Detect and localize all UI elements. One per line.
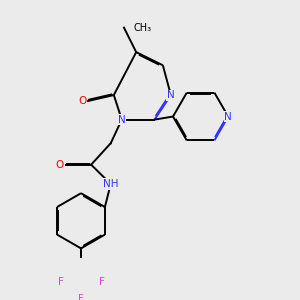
Text: F: F bbox=[99, 277, 104, 286]
Text: N: N bbox=[118, 115, 126, 124]
Text: O: O bbox=[55, 160, 63, 170]
Text: O: O bbox=[78, 96, 87, 106]
Text: F: F bbox=[78, 294, 84, 300]
Text: N: N bbox=[167, 90, 175, 100]
Text: N: N bbox=[224, 112, 232, 122]
Text: F: F bbox=[58, 277, 63, 286]
Text: CH₃: CH₃ bbox=[133, 22, 151, 33]
Text: NH: NH bbox=[103, 179, 118, 189]
